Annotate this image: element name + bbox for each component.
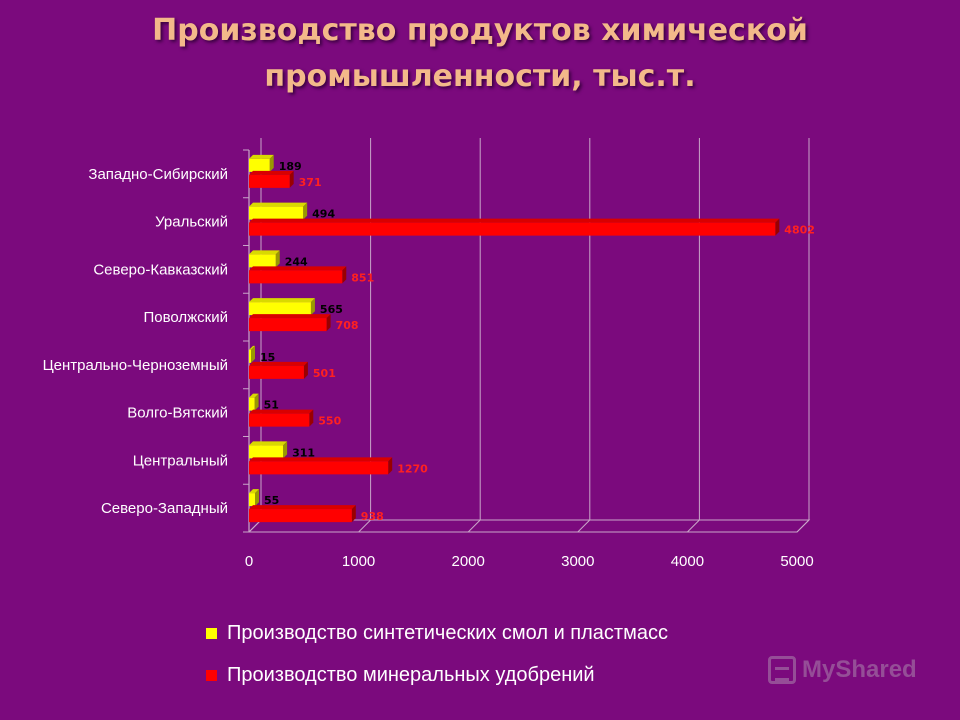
bar-resins — [249, 493, 256, 507]
bar-fertilizers-top — [249, 266, 347, 271]
bar-fertilizers-top — [249, 409, 314, 414]
gridline-floor — [687, 519, 700, 533]
bar-resins — [249, 302, 311, 316]
bar-fertilizers-top — [249, 505, 356, 510]
bar-resins-top — [249, 154, 274, 159]
bar-fertilizers-top — [249, 218, 780, 223]
bar-resins — [249, 445, 284, 459]
category-label: Западно-Сибирский — [88, 166, 228, 183]
bar-resins-top — [249, 441, 288, 446]
x-tick-label: 5000 — [780, 553, 813, 570]
bar-resins-top — [249, 393, 259, 398]
bar-fertilizers — [249, 509, 352, 523]
gridline-floor — [467, 519, 481, 533]
bar-fertilizers — [249, 413, 310, 427]
bar-resins-value-label: 494 — [312, 208, 335, 221]
legend-item-resins: Производство синтетических смол и пластм… — [206, 622, 668, 644]
chart-title: Производство продуктов химической промыш… — [152, 13, 808, 94]
bar-fertilizers-side — [775, 218, 780, 236]
bar-fertilizers-side — [289, 170, 294, 188]
bar-fertilizers-side — [309, 409, 314, 427]
category-label: Северо-Западный — [101, 500, 228, 517]
bar-resins-top — [249, 298, 315, 303]
bar-fertilizers-value-label: 501 — [313, 367, 336, 380]
legend-swatch-fertilizers — [206, 669, 217, 681]
bar-resins-side — [303, 202, 308, 220]
gridline-floor — [577, 519, 591, 533]
bar-resins-side — [254, 393, 259, 411]
legend-label-resins: Производство синтетических смол и пластм… — [227, 621, 668, 644]
watermark: MyShared — [768, 656, 917, 684]
bar-resins-top — [249, 489, 260, 494]
bar-fertilizers-top — [249, 361, 308, 366]
bar-resins-side — [255, 489, 260, 507]
bar-chart: 0 1000 2000 3000 4000 5000 Западно-Сибирский 18… — [43, 138, 815, 570]
watermark-logo-icon — [768, 656, 796, 684]
bar-fertilizers-value-label: 371 — [299, 176, 322, 189]
bar-resins-side — [251, 345, 255, 363]
bar-fertilizers-value-label: 4802 — [784, 224, 815, 237]
bar-fertilizers-top — [249, 457, 393, 462]
bar-resins-value-label: 565 — [320, 303, 343, 316]
bar-resins-top — [249, 202, 308, 207]
category-label: Поволжский — [143, 309, 228, 326]
bar-fertilizers — [249, 222, 776, 236]
x-tick-label: 3000 — [561, 553, 594, 570]
bar-fertilizers — [249, 270, 343, 284]
x-tick-label: 2000 — [452, 553, 485, 570]
bar-resins — [249, 206, 304, 220]
watermark-text: MyShared — [802, 656, 917, 683]
bar-fertilizers-value-label: 851 — [351, 271, 374, 284]
bar-fertilizers-value-label: 550 — [318, 415, 341, 428]
bar-resins-value-label: 15 — [260, 351, 275, 364]
bar-fertilizers-side — [303, 361, 308, 379]
bar-fertilizers-value-label: 938 — [361, 510, 384, 523]
x-tick-label: 1000 — [342, 553, 375, 570]
gridline-floor — [358, 519, 371, 533]
bar-fertilizers-value-label: 1270 — [397, 462, 428, 475]
bar-fertilizers-side — [388, 457, 393, 475]
bar-resins-value-label: 55 — [264, 494, 279, 507]
bar-fertilizers-side — [351, 505, 356, 523]
bar-resins-side — [310, 298, 315, 316]
bar-resins — [249, 254, 276, 268]
legend-item-fertilizers: Производство минеральных удобрений — [206, 664, 668, 686]
bar-resins — [249, 158, 270, 172]
x-tick-label: 4000 — [671, 553, 704, 570]
bar-resins-side — [269, 154, 274, 172]
bar-fertilizers — [249, 461, 389, 475]
bar-resins-side — [283, 441, 288, 459]
bar-fertilizers-value-label: 708 — [336, 319, 359, 332]
category-label: Волго-Вятский — [127, 405, 228, 422]
bar-fertilizers — [249, 174, 290, 188]
bar-fertilizers-side — [326, 314, 331, 332]
bar-fertilizers — [249, 318, 327, 332]
legend: Производство синтетических смол и пластм… — [206, 622, 668, 706]
bar-resins-side — [275, 250, 280, 268]
bar-resins-value-label: 51 — [264, 399, 279, 412]
bar-resins-value-label: 189 — [279, 160, 302, 173]
bar-resins-top — [249, 345, 255, 350]
category-label: Уральский — [155, 214, 228, 231]
bar-resins — [249, 349, 251, 363]
bar-fertilizers-side — [342, 266, 347, 284]
legend-label-fertilizers: Производство минеральных удобрений — [227, 663, 595, 686]
bar-resins-top — [249, 250, 280, 255]
gridline-floor — [796, 519, 810, 533]
bar-fertilizers-top — [249, 170, 294, 175]
x-tick-label: 0 — [245, 553, 253, 570]
bar-resins — [249, 397, 255, 411]
bar-fertilizers-top — [249, 314, 331, 319]
bar-fertilizers — [249, 365, 304, 379]
category-label: Центральный — [133, 452, 228, 469]
category-label: Центрально-Черноземный — [43, 357, 228, 374]
bar-resins-value-label: 244 — [285, 255, 308, 268]
category-label: Северо-Кавказский — [93, 261, 228, 278]
bar-resins-value-label: 311 — [292, 446, 315, 459]
legend-swatch-resins — [206, 627, 217, 639]
